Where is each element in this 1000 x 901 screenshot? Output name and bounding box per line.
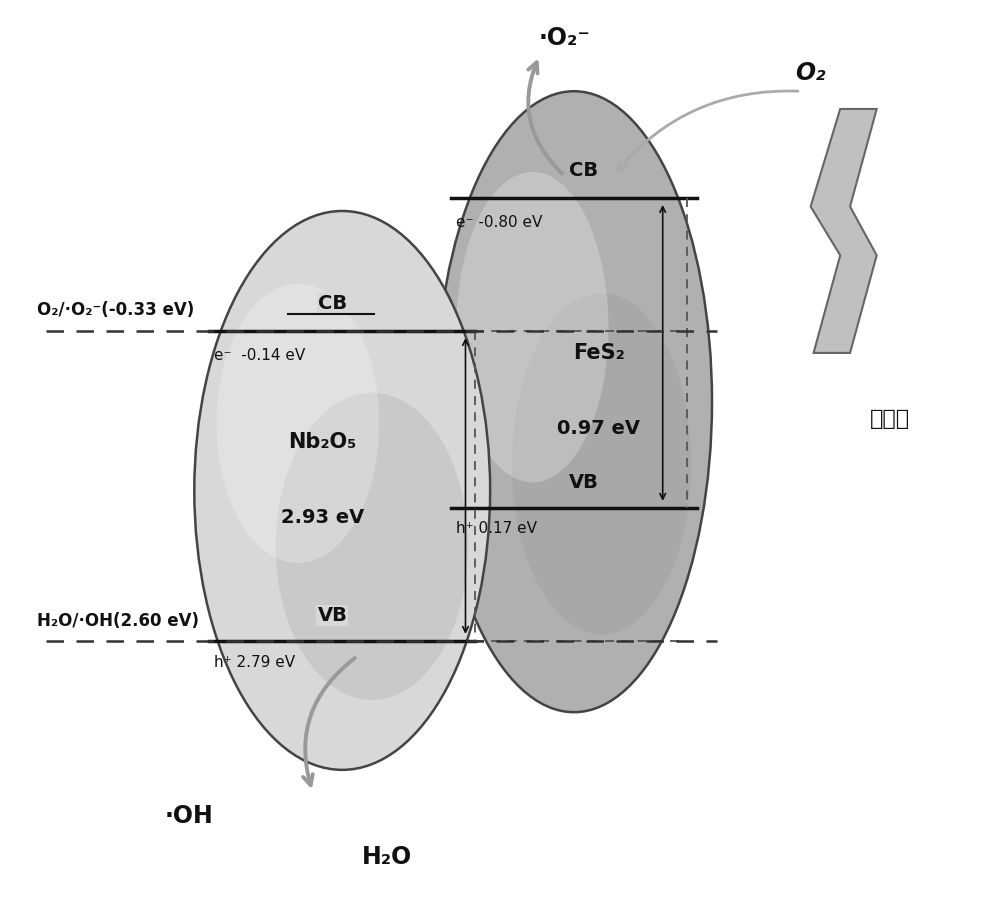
Text: O₂: O₂ xyxy=(795,61,826,86)
Text: CB: CB xyxy=(318,294,347,313)
Text: Nb₂O₅: Nb₂O₅ xyxy=(288,432,357,451)
Polygon shape xyxy=(811,109,877,353)
Ellipse shape xyxy=(436,91,712,712)
Text: 2.93 eV: 2.93 eV xyxy=(281,507,364,526)
Text: h⁺ 2.79 eV: h⁺ 2.79 eV xyxy=(214,654,295,669)
Ellipse shape xyxy=(194,211,490,769)
Text: h⁺ 0.17 eV: h⁺ 0.17 eV xyxy=(456,522,537,536)
Text: FeS₂: FeS₂ xyxy=(573,343,624,363)
Text: H₂O/·OH(2.60 eV): H₂O/·OH(2.60 eV) xyxy=(37,612,199,630)
Text: O₂/·O₂⁻(-0.33 eV): O₂/·O₂⁻(-0.33 eV) xyxy=(37,301,194,319)
Text: e⁻  -0.14 eV: e⁻ -0.14 eV xyxy=(214,349,305,363)
Ellipse shape xyxy=(216,284,379,563)
Ellipse shape xyxy=(512,293,691,634)
Text: ·OH: ·OH xyxy=(165,804,214,828)
Text: VB: VB xyxy=(317,606,347,625)
Text: CB: CB xyxy=(569,161,598,180)
Text: ·O₂⁻: ·O₂⁻ xyxy=(538,26,590,50)
Text: 0.97 eV: 0.97 eV xyxy=(557,419,640,438)
Ellipse shape xyxy=(276,393,468,700)
Text: H₂O: H₂O xyxy=(361,845,412,869)
Ellipse shape xyxy=(457,172,608,482)
Text: 可见光: 可见光 xyxy=(869,409,910,430)
Text: e⁻ -0.80 eV: e⁻ -0.80 eV xyxy=(456,215,542,231)
Text: VB: VB xyxy=(569,473,599,492)
